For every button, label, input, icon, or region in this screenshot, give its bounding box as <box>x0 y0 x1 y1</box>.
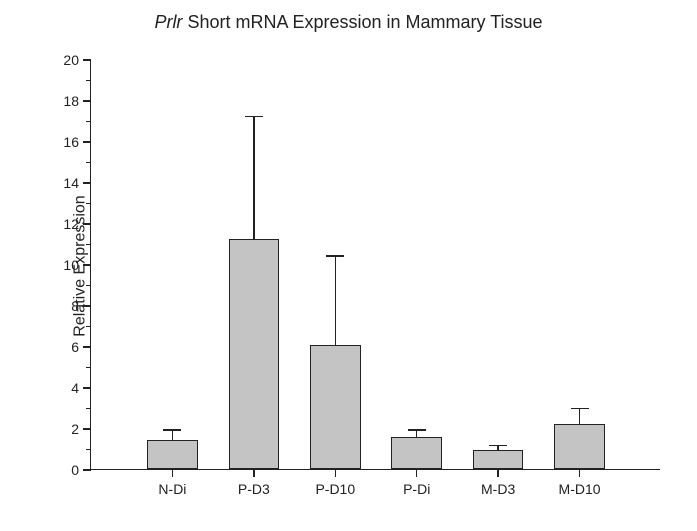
bar <box>229 239 279 469</box>
y-tick <box>83 346 91 348</box>
x-tick-label: M-D3 <box>481 481 515 497</box>
error-cap <box>408 429 426 431</box>
error-bar <box>335 256 337 346</box>
x-tick-label: N-Di <box>158 481 186 497</box>
y-tick-minor <box>86 408 91 409</box>
error-cap <box>163 429 181 431</box>
y-tick <box>83 428 91 430</box>
y-tick-label: 14 <box>63 175 79 191</box>
y-tick-minor <box>86 367 91 368</box>
bar <box>554 424 604 469</box>
y-tick-label: 18 <box>63 93 79 109</box>
title-rest: Short mRNA Expression in Mammary Tissue <box>182 12 542 32</box>
bar <box>473 450 523 469</box>
x-tick-label: P-D3 <box>238 481 270 497</box>
y-tick-label: 12 <box>63 216 79 232</box>
chart-title: Prlr Short mRNA Expression in Mammary Ti… <box>0 12 697 33</box>
y-tick <box>83 223 91 225</box>
bars-layer <box>91 60 660 469</box>
error-cap <box>245 116 263 118</box>
x-tick-label: P-Di <box>403 481 430 497</box>
error-cap <box>571 408 589 410</box>
y-tick <box>83 305 91 307</box>
y-tick-label: 6 <box>71 339 79 355</box>
y-tick-minor <box>86 326 91 327</box>
y-tick-minor <box>86 244 91 245</box>
error-cap <box>326 255 344 257</box>
chart-container: Prlr Short mRNA Expression in Mammary Ti… <box>0 0 697 531</box>
plot-area: 02468101214161820N-DiP-D3P-D10P-DiM-D3M-… <box>90 60 660 470</box>
y-tick-label: 2 <box>71 421 79 437</box>
y-tick-label: 8 <box>71 298 79 314</box>
y-tick-minor <box>86 162 91 163</box>
x-tick <box>335 469 337 477</box>
y-tick <box>83 469 91 471</box>
y-tick-minor <box>86 285 91 286</box>
y-tick <box>83 387 91 389</box>
x-tick <box>416 469 418 477</box>
x-tick <box>497 469 499 477</box>
x-tick-label: P-D10 <box>315 481 355 497</box>
y-tick <box>83 141 91 143</box>
title-italic: Prlr <box>154 12 182 32</box>
y-tick-label: 16 <box>63 134 79 150</box>
bar <box>147 440 197 469</box>
error-bar <box>253 116 255 240</box>
x-tick <box>579 469 581 477</box>
error-bar <box>497 445 499 450</box>
x-tick <box>253 469 255 477</box>
y-tick-minor <box>86 449 91 450</box>
x-tick-label: M-D10 <box>559 481 601 497</box>
y-tick <box>83 264 91 266</box>
error-bar <box>416 430 418 438</box>
y-tick-label: 10 <box>63 257 79 273</box>
bar <box>310 345 360 469</box>
y-tick-minor <box>86 203 91 204</box>
bar <box>391 437 441 469</box>
error-bar <box>579 409 581 425</box>
y-tick-label: 20 <box>63 52 79 68</box>
error-bar <box>172 430 174 441</box>
y-tick-minor <box>86 80 91 81</box>
y-tick-minor <box>86 121 91 122</box>
y-tick-label: 4 <box>71 380 79 396</box>
y-tick <box>83 182 91 184</box>
error-cap <box>489 445 507 447</box>
y-tick <box>83 100 91 102</box>
x-tick <box>172 469 174 477</box>
y-tick <box>83 59 91 61</box>
y-tick-label: 0 <box>71 462 79 478</box>
